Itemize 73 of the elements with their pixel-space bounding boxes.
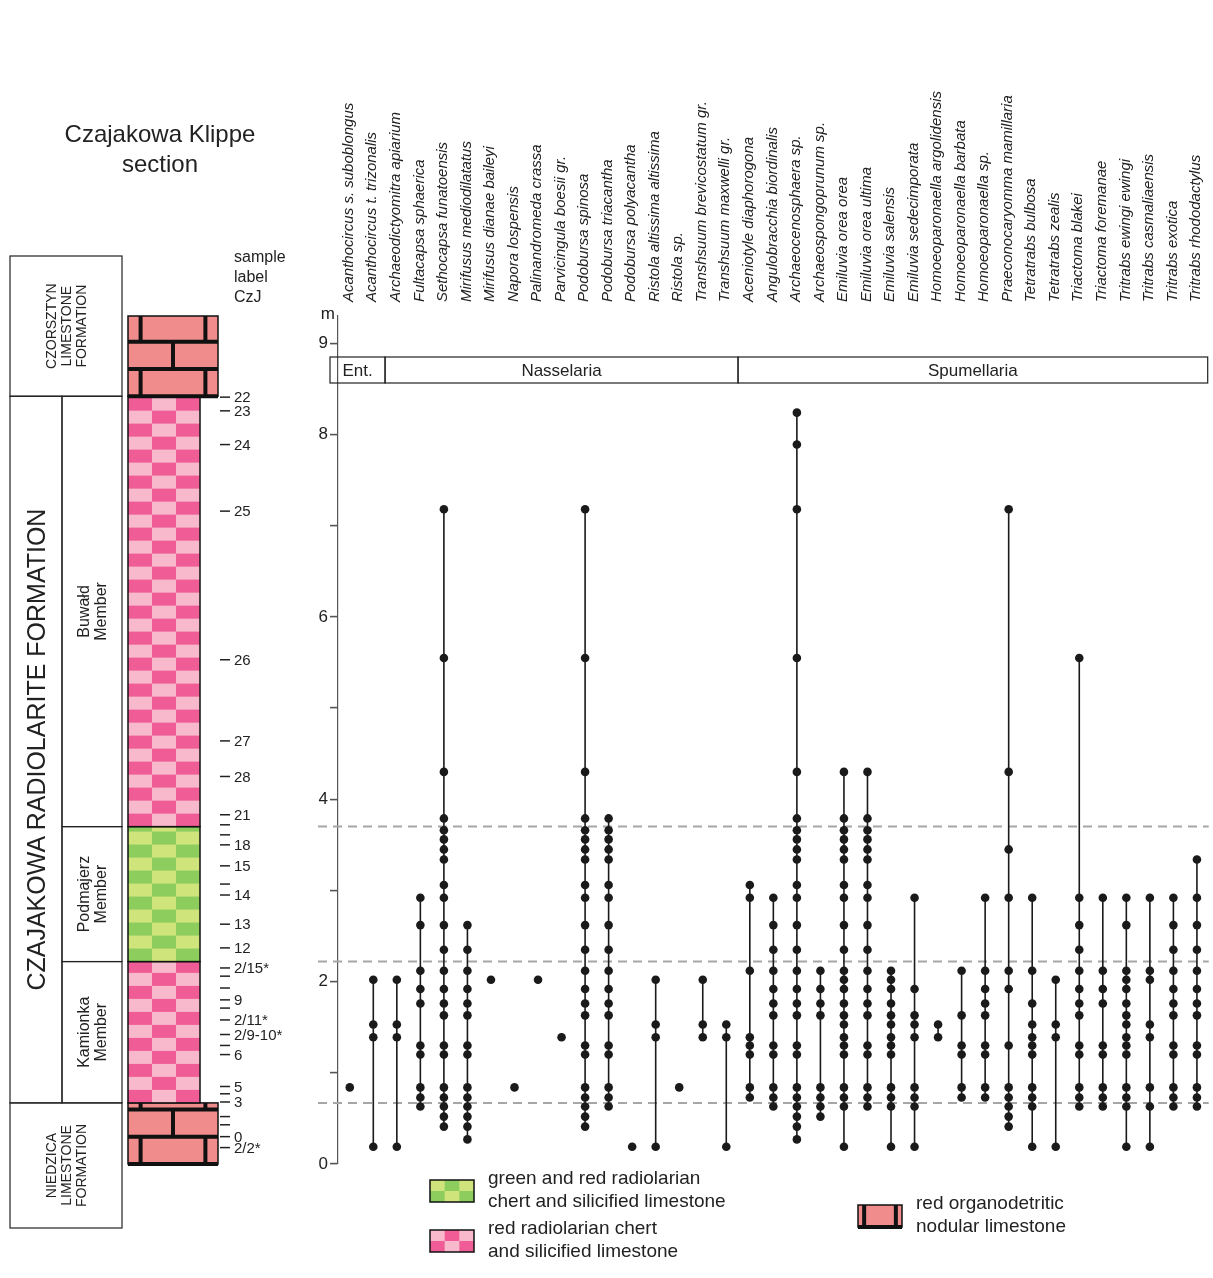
x-tick-label: Aceniotyle diaphorogona (738, 136, 756, 303)
x-tick-label: Triactoma foremanae (1091, 160, 1109, 302)
annotation: Ent. (342, 361, 373, 380)
x-tick-label: Fultacapsa sphaerica (409, 159, 427, 302)
chart-title: Czajakowa Klippe section (64, 120, 256, 177)
text: Buwałd Member (74, 581, 110, 641)
text: 28 (234, 767, 251, 785)
y-tick-label: 9 (318, 333, 328, 353)
x-tick-label: Podobursa polyacantha (621, 144, 639, 302)
x-tick-label: Archaeodictyomitra apiarium (386, 111, 403, 303)
x-tick-label: Triactoma blakei (1068, 192, 1086, 302)
x-tick-label: Emiluvia orea ultima (856, 166, 874, 302)
annotation: Spumellaria (927, 361, 1019, 380)
x-tick-label: Palinandromeda crassa (527, 144, 545, 302)
x-tick-label: Tritrabs exotica (1162, 200, 1180, 302)
x-tick-label: Praeconocaryomma mamillaria (997, 95, 1015, 302)
y-tick-label: 2 (318, 971, 328, 991)
text: 18 (234, 836, 251, 853)
x-tick-label: Archaeospongoprunum sp. (809, 121, 827, 303)
x-tick-label: Tetratrabs bulbosa (1021, 178, 1039, 302)
x-tick-label: Angulobracchia biordinalis (762, 126, 780, 303)
text: 13 (234, 915, 251, 933)
text: 21 (234, 805, 251, 823)
text: CZAJAKOWA RADIOLARITE FORMATION (21, 508, 50, 991)
x-tick-label: Emiluvia sedecimporata (903, 142, 921, 302)
x-tick-label: Homoeoparonaella argolidensis (927, 90, 945, 302)
x-tick-label: Transhsuum maxwelli gr. (715, 136, 733, 302)
y-tick-label: 6 (318, 606, 328, 626)
y-tick-label: 4 (318, 788, 328, 808)
text: Podmajerz Member (74, 855, 110, 933)
x-tick-label: Emiluvia orea orea (833, 176, 851, 302)
text: 26 (234, 650, 251, 668)
x-tick-label: Ristola sp. (668, 231, 686, 302)
x-tick-label: Podobursa triacantha (597, 159, 615, 302)
text: red radiolarian chert and silicified limestone (488, 1217, 679, 1261)
x-tick-label: Ristola altissima altissima (644, 131, 662, 302)
y-tick-label: 0 (318, 1153, 328, 1173)
x-tick-label: Emiluvia salensis (880, 186, 898, 302)
text: 2/15* (234, 959, 270, 977)
x-tick-label: Mirifusus mediodilatatus (456, 140, 474, 302)
text: 3 (234, 1093, 243, 1111)
text: 5 (234, 1077, 243, 1095)
x-tick-label: Mirifusus dianae baileyi (480, 145, 498, 302)
text: 15 (234, 856, 251, 874)
x-tick-label: Homoeoparonaella barbata (950, 120, 968, 302)
text: 6 (234, 1045, 243, 1063)
x-tick-label: Acanthocircus t. trizonalis (362, 131, 380, 303)
x-tick-label: Acanthocircus s. suboblongus (338, 102, 356, 303)
x-tick-label: Transhsuum brevicostatum gr. (691, 101, 709, 302)
x-tick-label: Tritrabs rhododactylus (1186, 154, 1204, 302)
text: 14 (234, 886, 251, 904)
x-tick-label: Archaeocenosphaera sp. (786, 135, 804, 303)
x-tick-label: Homoeoparonaella sp. (974, 151, 992, 302)
x-tick-label: Tetratrabs zealis (1044, 192, 1062, 302)
text: CZORSZTYN LIMESTONE FORMATION (42, 283, 90, 369)
x-tick-label: Parvicingula boesii gr. (550, 155, 568, 302)
text: NIEDZICA LIMESTONE FORMATION (42, 1123, 90, 1207)
text: 9 (234, 991, 243, 1009)
text: sample label CzJ (234, 248, 286, 305)
x-tick-label: Sethocapsa funatoensis (433, 141, 451, 302)
x-tick-label: Tritrabs ewingi ewingi (1115, 158, 1133, 302)
x-tick-label: Podobursa spinosa (574, 173, 592, 302)
y-axis-title: m (320, 303, 335, 323)
text: 27 (234, 732, 251, 750)
text: 12 (234, 939, 251, 957)
text: 24 (234, 435, 251, 453)
x-tick-label: Napora lospensis (503, 185, 521, 302)
x-tick-label: Tritrabs casmaliaensis (1139, 153, 1157, 302)
text: Kamionka Member (74, 996, 110, 1068)
text: red organodetritic nodular limestone (916, 1192, 1066, 1236)
y-tick-label: 8 (318, 424, 328, 444)
annotation: Nasselaria (521, 361, 603, 380)
text: 25 (234, 502, 251, 520)
